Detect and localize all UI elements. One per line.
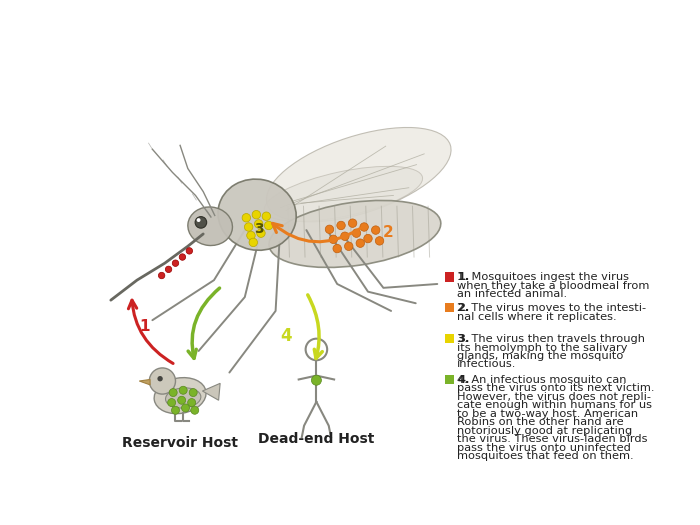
Circle shape [158, 376, 163, 381]
Polygon shape [139, 380, 150, 385]
Text: Robins on the other hand are: Robins on the other hand are [457, 417, 624, 427]
Text: glands, making the mosquito: glands, making the mosquito [457, 351, 624, 361]
Circle shape [360, 223, 368, 231]
Polygon shape [202, 383, 220, 400]
Ellipse shape [154, 377, 206, 414]
FancyArrowPatch shape [272, 223, 360, 242]
Text: cate enough within humans for us: cate enough within humans for us [457, 400, 652, 410]
Text: to be a two-way host. American: to be a two-way host. American [457, 409, 638, 419]
Circle shape [333, 244, 342, 253]
Circle shape [172, 260, 178, 266]
Circle shape [190, 406, 199, 414]
Ellipse shape [269, 201, 441, 267]
Circle shape [195, 217, 206, 228]
Circle shape [242, 214, 251, 222]
Text: the virus. These virus-laden birds: the virus. These virus-laden birds [457, 434, 648, 444]
Circle shape [178, 396, 186, 404]
Circle shape [356, 239, 365, 247]
Circle shape [329, 235, 337, 244]
Circle shape [172, 406, 179, 414]
FancyArrowPatch shape [128, 300, 173, 363]
Circle shape [252, 211, 260, 219]
Circle shape [344, 242, 353, 250]
Circle shape [341, 232, 349, 240]
Circle shape [188, 398, 196, 406]
FancyBboxPatch shape [445, 334, 454, 343]
Text: 4. An infectious mosquito can: 4. An infectious mosquito can [457, 375, 626, 385]
Ellipse shape [165, 388, 201, 408]
Text: 1.: 1. [457, 272, 470, 282]
Circle shape [179, 254, 186, 260]
Text: 3. The virus then travels through: 3. The virus then travels through [457, 334, 645, 344]
Circle shape [149, 368, 176, 394]
Circle shape [326, 225, 334, 234]
FancyArrowPatch shape [188, 288, 220, 359]
Circle shape [337, 221, 345, 230]
Circle shape [167, 398, 176, 406]
FancyBboxPatch shape [445, 375, 454, 384]
Text: mosquitoes that feed on them.: mosquitoes that feed on them. [457, 451, 634, 461]
Circle shape [375, 237, 384, 245]
Text: infectious.: infectious. [457, 360, 517, 370]
Circle shape [352, 229, 361, 237]
Text: 4.: 4. [457, 375, 470, 385]
Text: when they take a bloodmeal from: when they take a bloodmeal from [457, 281, 650, 291]
Text: Reservoir Host: Reservoir Host [122, 436, 238, 450]
Circle shape [257, 229, 265, 237]
Text: 1: 1 [139, 319, 150, 334]
Text: 2. The virus moves to the intesti-: 2. The virus moves to the intesti- [457, 303, 646, 313]
Text: an infected animal.: an infected animal. [457, 289, 568, 299]
Circle shape [246, 231, 256, 240]
Circle shape [249, 238, 258, 247]
Circle shape [186, 248, 193, 254]
Circle shape [179, 386, 187, 394]
Text: Dead-end Host: Dead-end Host [258, 432, 375, 446]
Circle shape [364, 234, 372, 243]
FancyBboxPatch shape [445, 303, 454, 312]
Text: 2.: 2. [457, 303, 470, 313]
Text: nal cells where it replicates.: nal cells where it replicates. [457, 312, 617, 322]
Text: However, the virus does not repli-: However, the virus does not repli- [457, 392, 651, 402]
Circle shape [312, 375, 321, 385]
Circle shape [372, 226, 380, 234]
Ellipse shape [218, 179, 296, 250]
Circle shape [349, 219, 357, 227]
Text: 2: 2 [383, 225, 393, 240]
Circle shape [197, 218, 200, 222]
Text: pass the virus onto uninfected: pass the virus onto uninfected [457, 443, 631, 453]
Ellipse shape [267, 128, 451, 222]
Circle shape [165, 266, 172, 272]
Circle shape [189, 388, 197, 396]
Circle shape [254, 219, 263, 228]
Circle shape [169, 388, 177, 396]
Circle shape [181, 404, 190, 412]
FancyBboxPatch shape [445, 272, 454, 282]
FancyArrowPatch shape [308, 295, 322, 359]
Text: 1. Mosquitoes ingest the virus: 1. Mosquitoes ingest the virus [457, 272, 629, 282]
Ellipse shape [188, 207, 232, 246]
Text: pass the virus onto its next victim.: pass the virus onto its next victim. [457, 383, 654, 393]
Ellipse shape [264, 166, 423, 222]
Circle shape [262, 212, 271, 220]
Circle shape [158, 272, 165, 279]
Circle shape [265, 221, 273, 230]
Text: 3: 3 [255, 222, 264, 236]
Text: 4: 4 [280, 328, 291, 345]
Circle shape [244, 223, 253, 231]
Text: its hemolymph to the salivary: its hemolymph to the salivary [457, 342, 628, 352]
Text: 3.: 3. [457, 334, 470, 344]
Text: notoriously good at replicating: notoriously good at replicating [457, 426, 633, 436]
